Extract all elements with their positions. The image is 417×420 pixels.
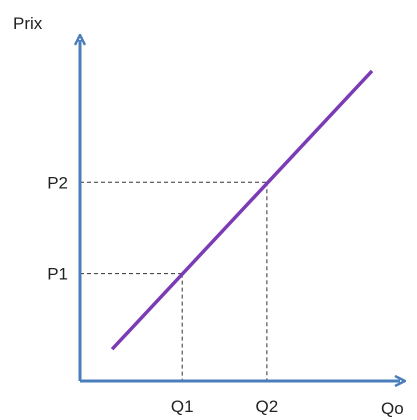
y-tick-label: P2 bbox=[47, 173, 68, 192]
x-axis-title: Qo bbox=[381, 399, 404, 418]
labels: Prix Qo P1 Q1 P2 Q2 bbox=[13, 14, 404, 418]
reference-guides bbox=[80, 181, 268, 381]
x-tick-label: Q1 bbox=[171, 397, 194, 416]
axes bbox=[80, 40, 400, 381]
y-tick-label: P1 bbox=[47, 265, 68, 284]
x-tick-label: Q2 bbox=[256, 397, 279, 416]
series-layer bbox=[110, 69, 374, 351]
supply-line bbox=[110, 69, 374, 351]
y-axis-title: Prix bbox=[13, 14, 43, 33]
